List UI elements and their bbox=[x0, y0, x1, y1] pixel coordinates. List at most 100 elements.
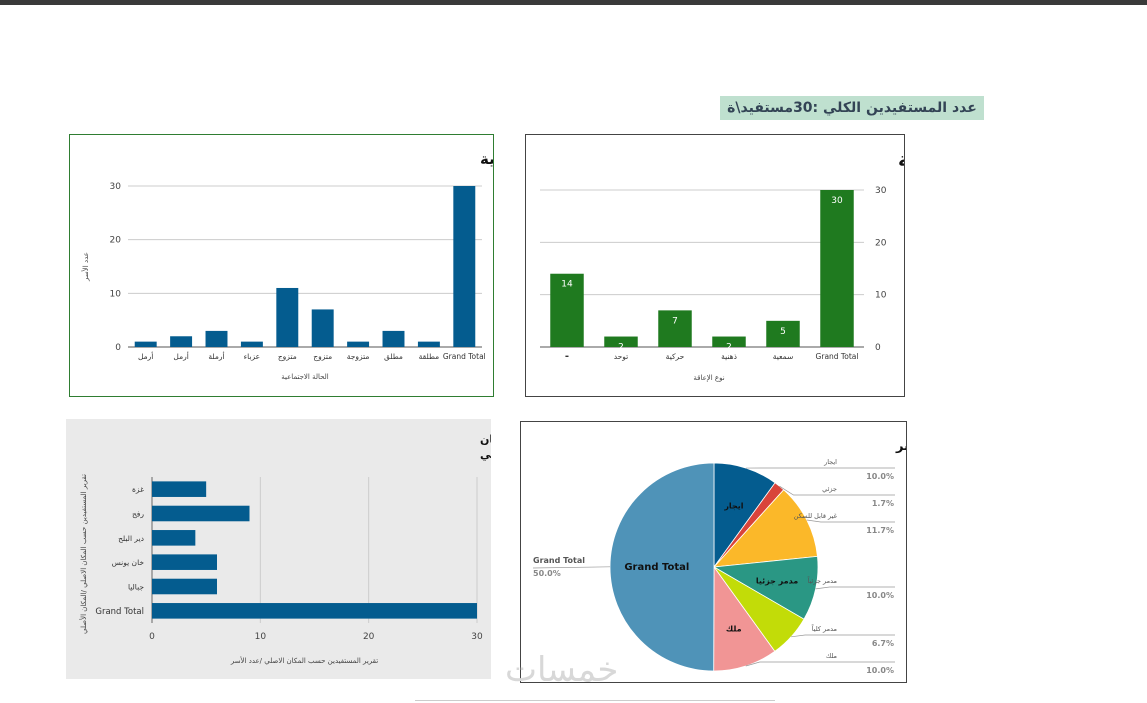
x-tick-label: - bbox=[565, 351, 569, 362]
bar bbox=[152, 530, 196, 546]
x-tick-label: عزباء bbox=[244, 352, 261, 361]
bar bbox=[658, 310, 692, 347]
marital-status-chart-panel: عدد الأسر vs الحالة الاجتماعية 0 10 20 30 أرم… bbox=[69, 134, 703, 397]
bar bbox=[152, 578, 217, 595]
x-tick-label: مطلقة bbox=[419, 352, 439, 361]
slice-percent: 10.0% bbox=[866, 591, 894, 600]
x-tick-label: 30 bbox=[471, 632, 483, 642]
y-tick-label: 0 bbox=[115, 343, 121, 353]
y-tick-label: Grand Total bbox=[95, 607, 144, 617]
y-axis-label: تقرير المستفيدين حسب المكان الاصلي /المك… bbox=[79, 474, 88, 634]
y-tick-label: جباليا bbox=[128, 583, 144, 592]
x-axis-label: نوع الإعاقة bbox=[693, 374, 724, 382]
y-tick-label: خان يونس bbox=[112, 558, 145, 567]
slice-percent: 11.7% bbox=[866, 526, 894, 535]
data-label: 5 bbox=[780, 327, 786, 337]
x-tick-label: أرملة bbox=[208, 351, 224, 361]
y-tick-label: 10 bbox=[875, 291, 887, 301]
bar bbox=[152, 603, 477, 619]
y-axis-label: عدد الأسر bbox=[81, 252, 90, 282]
bar bbox=[152, 505, 250, 522]
leader-line bbox=[745, 661, 895, 667]
pie-slice bbox=[609, 462, 715, 672]
slice-percent: 10.0% bbox=[866, 472, 894, 481]
bar bbox=[347, 341, 370, 347]
leader-line bbox=[779, 485, 895, 496]
bar bbox=[453, 186, 476, 347]
y-tick-label: 30 bbox=[110, 182, 122, 192]
y-tick-label: رفح bbox=[132, 510, 144, 519]
x-tick-label: 10 bbox=[255, 632, 267, 642]
slice-percent: 10.0% bbox=[866, 666, 894, 675]
origin-chart-panel: تقرير المستفيدين حسب المكان الاصلي /عدد … bbox=[66, 419, 946, 679]
bar bbox=[152, 481, 207, 497]
bar bbox=[766, 320, 800, 347]
slice-percent: 6.7% bbox=[872, 639, 894, 648]
pie-slice bbox=[713, 489, 818, 568]
leader-line bbox=[815, 586, 895, 590]
y-tick-label: غزة bbox=[132, 485, 144, 494]
bar bbox=[550, 273, 584, 347]
disability-chart-panel: عدد الأسر vs نوع الإعاقة010203014-2توحد7… bbox=[525, 134, 1130, 397]
bar bbox=[205, 330, 228, 347]
total-beneficiaries-label: عدد المستفيدين الكلي :30مستفيد\ة bbox=[720, 96, 984, 120]
bar bbox=[311, 309, 334, 347]
chart-title: عدد الأسر vs نوع الإعاقة bbox=[898, 148, 904, 171]
bar bbox=[152, 554, 217, 570]
bar bbox=[134, 341, 157, 347]
chart-title-line2: الاصلي /المكان الأصلي bbox=[480, 447, 491, 461]
x-tick-label: Grand Total bbox=[816, 352, 859, 361]
x-tick-label: 0 bbox=[149, 632, 155, 642]
x-tick-label: أرمل bbox=[138, 351, 153, 361]
bottom-divider bbox=[415, 700, 775, 701]
bar bbox=[170, 336, 193, 347]
x-tick-label: توحد bbox=[614, 352, 629, 361]
slice-percent: 50.0% bbox=[533, 569, 561, 578]
data-label: 2 bbox=[726, 343, 732, 353]
data-label: 30 bbox=[831, 196, 843, 206]
x-tick-label: أرمل bbox=[173, 351, 188, 361]
leader-line bbox=[791, 634, 895, 638]
slice-inner-label: ملك bbox=[726, 624, 742, 633]
slice-label: ايجار bbox=[823, 458, 837, 466]
x-axis-label: تقرير المستفيدين حسب المكان الاصلي /عدد … bbox=[230, 656, 378, 665]
y-tick-label: 10 bbox=[110, 289, 122, 299]
y-tick-label: 20 bbox=[110, 236, 122, 246]
leader-line bbox=[806, 519, 895, 523]
bar bbox=[240, 341, 263, 347]
chart-title-line1: تقرير المستفيدين حسب المكان الاصلي /عدد … bbox=[480, 432, 491, 446]
slice-inner-label: مدمر جزئيا bbox=[756, 577, 798, 586]
x-tick-label: متزوج bbox=[278, 352, 297, 361]
leader-line bbox=[532, 566, 611, 569]
slice-label: Grand Total bbox=[533, 556, 585, 565]
data-label: 2 bbox=[618, 343, 624, 353]
slice-label: جزئي bbox=[822, 485, 837, 493]
slice-label: ملك bbox=[826, 652, 837, 660]
bar bbox=[382, 330, 405, 347]
x-tick-label: متزوجة bbox=[347, 352, 370, 361]
data-label: 7 bbox=[672, 316, 678, 326]
slice-percent: 1.7% bbox=[872, 499, 894, 508]
disability-chart: عدد الأسر vs نوع الإعاقة010203014-2توحد7… bbox=[540, 148, 1130, 382]
slice-label: مدمر جزئياً bbox=[807, 576, 837, 585]
bar bbox=[604, 336, 638, 347]
bar bbox=[276, 287, 299, 347]
top-bar bbox=[0, 0, 1147, 5]
origin-chart: تقرير المستفيدين حسب المكان الاصلي /عدد … bbox=[79, 432, 946, 665]
y-tick-label: دير البلح bbox=[118, 534, 144, 543]
damage-pie-panel: تقرير المستفيدين حسب نوع الضرر بالمسكن \… bbox=[520, 421, 1147, 683]
x-tick-label: 20 bbox=[363, 632, 375, 642]
watermark-text: خمسات bbox=[505, 650, 619, 690]
x-tick-label: حركية bbox=[666, 352, 685, 361]
damage-pie-chart: تقرير المستفيدين حسب نوع الضرر بالمسكن \… bbox=[532, 437, 1147, 675]
y-tick-label: 20 bbox=[875, 238, 887, 248]
bar bbox=[820, 190, 854, 347]
slice-label: غير قابل للسكن bbox=[794, 512, 838, 520]
marital-status-chart: عدد الأسر vs الحالة الاجتماعية 0 10 20 30 أرم… bbox=[81, 150, 703, 381]
chart-title: عدد الأسر vs الحالة الاجتماعية bbox=[480, 150, 493, 168]
data-label: 14 bbox=[561, 280, 573, 290]
bar bbox=[417, 341, 440, 347]
x-tick-label: ذهنية bbox=[721, 352, 737, 361]
x-tick-label: سمعية bbox=[773, 352, 794, 361]
slice-label: مدمر كلياً bbox=[811, 624, 837, 633]
